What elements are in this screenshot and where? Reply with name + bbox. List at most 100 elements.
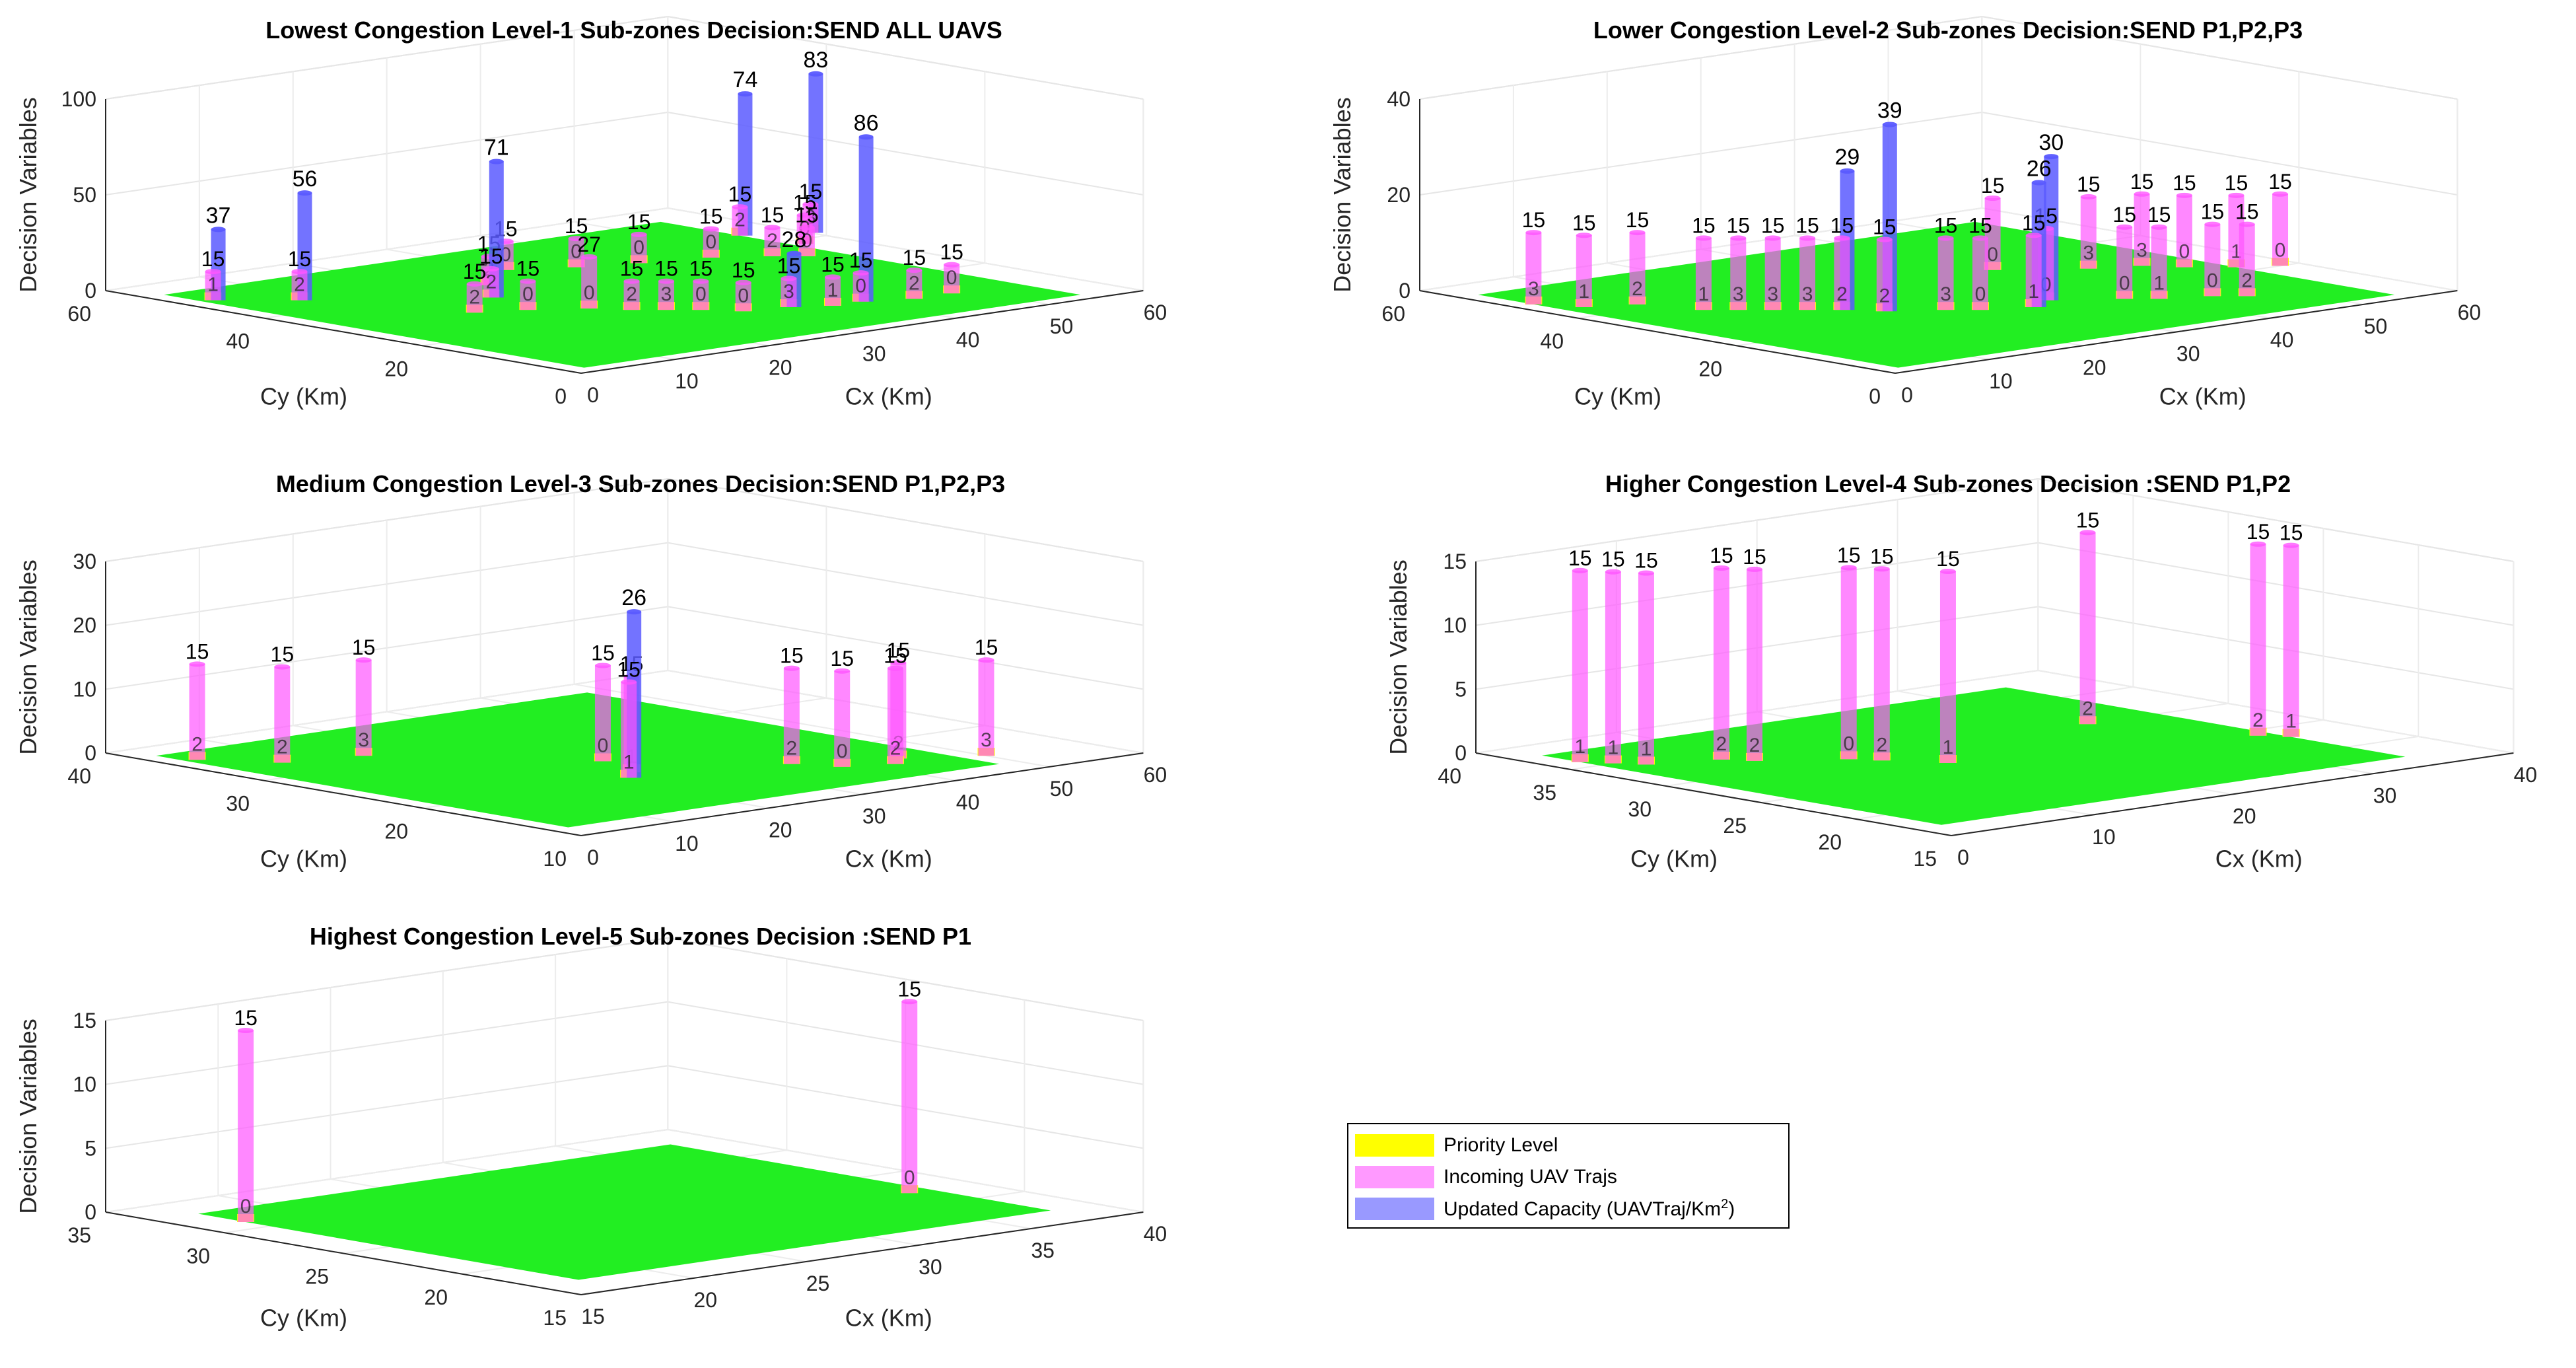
incoming-bar — [944, 264, 960, 294]
incoming-bar — [1834, 238, 1850, 310]
z-tick-label: 0 — [1399, 279, 1410, 303]
y-tick-label: 20 — [424, 1285, 448, 1309]
priority-label: 3 — [1733, 283, 1744, 305]
priority-label: 1 — [207, 274, 219, 296]
priority-label: 1 — [1943, 737, 1954, 758]
priority-label: 2 — [1632, 278, 1643, 300]
incoming-label: 15 — [2022, 211, 2046, 234]
incoming-label: 15 — [2246, 520, 2270, 544]
x-tick-label: 0 — [1957, 846, 1969, 869]
z-axis-label: Decision Variables — [1385, 559, 1412, 754]
y-tick-label: 40 — [67, 764, 91, 788]
incoming-label: 15 — [1968, 213, 1992, 237]
incoming-label: 15 — [2235, 200, 2259, 224]
z-tick-label: 15 — [1443, 550, 1467, 573]
priority-label: 0 — [584, 282, 595, 304]
incoming-label: 15 — [1934, 213, 1958, 237]
y-tick-label: 15 — [1913, 847, 1937, 871]
incoming-bar — [2080, 196, 2097, 269]
y-tick-label: 20 — [384, 357, 408, 380]
legend-item-incoming: Incoming UAV Trajs — [1355, 1161, 1788, 1193]
z-tick-label: 40 — [1387, 87, 1410, 111]
incoming-bar — [483, 268, 499, 298]
x-tick-label: 40 — [2270, 328, 2294, 352]
x-tick-label: 10 — [2092, 825, 2116, 849]
x-axis-label: Cx (Km) — [845, 846, 932, 873]
priority-label: 1 — [1641, 738, 1652, 760]
priority-label: 2 — [1879, 285, 1890, 306]
x-tick-label: 20 — [769, 818, 792, 842]
z-tick-label: 10 — [1443, 614, 1467, 637]
priority-label: 1 — [2028, 281, 2039, 303]
priority-label: 0 — [802, 230, 813, 252]
incoming-label: 15 — [884, 644, 907, 668]
y-tick-label: 20 — [384, 819, 408, 843]
z-axis-label: Decision Variables — [15, 1019, 42, 1213]
legend-swatch-priority — [1355, 1134, 1434, 1157]
x-axis-label: Cx (Km) — [2215, 846, 2303, 873]
incoming-label: 15 — [627, 210, 651, 234]
y-tick-label: 20 — [1698, 357, 1722, 380]
capacity-bar — [808, 73, 823, 233]
priority-label: 0 — [705, 231, 716, 253]
incoming-bar — [274, 666, 291, 763]
incoming-label: 15 — [975, 635, 998, 659]
y-tick-label: 30 — [186, 1244, 210, 1268]
x-tick-label: 20 — [2083, 355, 2106, 379]
capacity-bar — [489, 161, 504, 298]
incoming-bar — [355, 660, 372, 756]
incoming-bar — [1972, 238, 1988, 310]
z-tick-label: 15 — [73, 1009, 96, 1032]
incoming-label: 15 — [795, 203, 819, 227]
incoming-bar — [1799, 238, 1816, 310]
z-axis-label: Decision Variables — [15, 97, 42, 292]
priority-label: 0 — [904, 1167, 915, 1188]
incoming-bar — [621, 682, 637, 778]
priority-label: 3 — [358, 729, 369, 751]
priority-label: 2 — [909, 273, 920, 295]
incoming-bar — [1937, 238, 1954, 310]
incoming-label: 15 — [2147, 203, 2171, 227]
incoming-bar — [189, 664, 205, 760]
z-tick-label: 0 — [85, 279, 96, 303]
legend-item-capacity: Updated Capacity (UAVTraj/Km2) — [1355, 1193, 1788, 1225]
ground-plane — [164, 221, 1081, 368]
priority-label: 2 — [626, 283, 637, 305]
z-tick-label: 10 — [73, 1073, 96, 1097]
chart-5: Highest Congestion Level-5 Sub-zones Dec… — [15, 923, 1167, 1332]
z-tick-label: 0 — [85, 1200, 96, 1224]
y-tick-label: 0 — [1869, 384, 1881, 408]
z-tick-label: 30 — [73, 550, 96, 573]
z-tick-label: 10 — [73, 677, 96, 701]
incoming-bar — [1572, 570, 1588, 762]
incoming-label: 15 — [689, 257, 713, 281]
x-tick-label: 60 — [1144, 763, 1167, 787]
capacity-label: 83 — [803, 48, 828, 73]
x-tick-label: 25 — [806, 1272, 830, 1295]
incoming-bar — [594, 665, 611, 762]
incoming-bar — [1629, 233, 1646, 305]
incoming-label: 15 — [2130, 170, 2154, 194]
priority-label: 0 — [837, 740, 848, 762]
priority-label: 2 — [2082, 698, 2093, 719]
incoming-bar — [2250, 544, 2266, 736]
y-tick-label: 25 — [305, 1265, 329, 1289]
incoming-label: 15 — [2201, 200, 2225, 224]
incoming-label: 15 — [1936, 547, 1960, 571]
chart-title: Medium Congestion Level-3 Sub-zones Deci… — [276, 470, 1005, 497]
x-tick-label: 20 — [693, 1288, 717, 1312]
z-tick-label: 100 — [61, 87, 96, 111]
x-tick-label: 0 — [587, 846, 599, 869]
chart-title: Lowest Congestion Level-1 Sub-zones Deci… — [265, 17, 1002, 44]
chart-3: Medium Congestion Level-3 Sub-zones Deci… — [15, 470, 1167, 873]
incoming-label: 15 — [1634, 549, 1658, 573]
x-tick-label: 30 — [919, 1255, 942, 1279]
priority-label: 0 — [695, 283, 707, 305]
incoming-label: 15 — [1568, 546, 1592, 570]
x-tick-label: 30 — [2373, 783, 2397, 807]
chart-title: Lower Congestion Level-2 Sub-zones Decis… — [1593, 17, 2303, 44]
priority-label: 2 — [767, 230, 778, 252]
incoming-bar — [834, 670, 851, 767]
y-tick-label: 30 — [226, 792, 250, 816]
x-tick-label: 0 — [1901, 383, 1913, 407]
